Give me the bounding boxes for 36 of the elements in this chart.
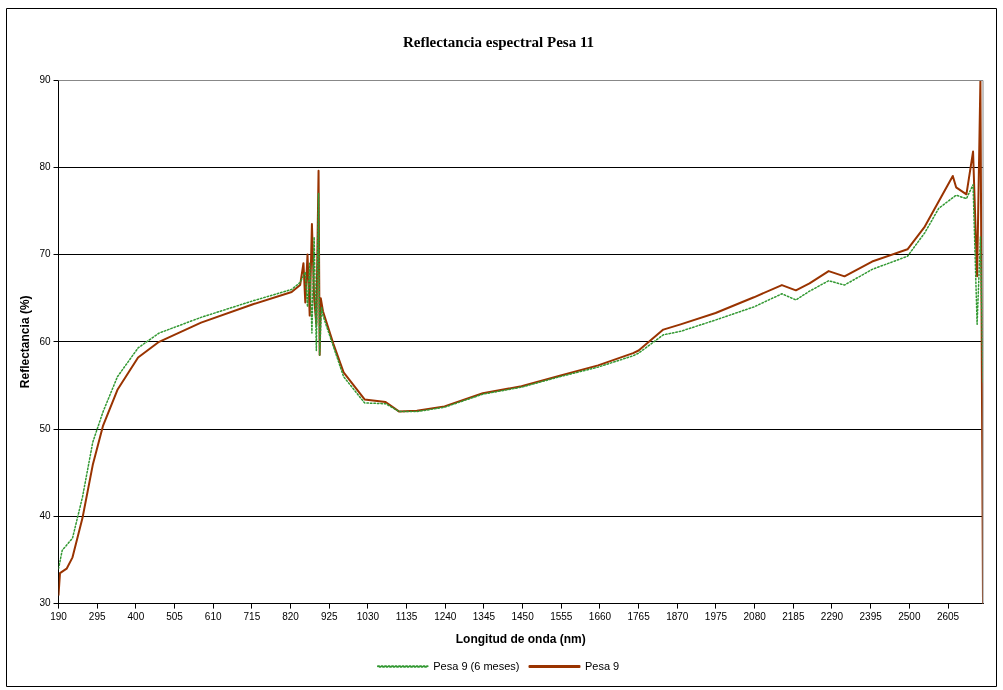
y-tick-label: 80 xyxy=(39,161,51,173)
x-tick-label: 2290 xyxy=(820,611,844,623)
x-tick-label: 1870 xyxy=(666,611,689,623)
y-tick-label: 70 xyxy=(39,248,51,260)
x-tick-label: 2395 xyxy=(859,611,883,623)
x-tick-label: 1555 xyxy=(550,611,573,623)
x-tick-label: 1975 xyxy=(704,611,728,623)
x-tick-label: 1345 xyxy=(472,611,496,623)
x-tick-label: 1765 xyxy=(627,611,651,623)
y-tick-label: 40 xyxy=(39,510,51,522)
legend-label: Pesa 9 xyxy=(584,659,620,672)
x-tick-label: 1030 xyxy=(356,611,380,623)
x-tick-label: 1240 xyxy=(434,611,457,623)
legend-label: Pesa 9 (6 meses) xyxy=(433,659,520,672)
x-tick-label: 2605 xyxy=(936,611,960,623)
x-tick-label: 2080 xyxy=(743,611,767,623)
x-tick-label: 715 xyxy=(243,611,261,623)
x-tick-label: 190 xyxy=(50,611,68,623)
y-tick-label: 60 xyxy=(39,335,51,347)
y-tick-label: 90 xyxy=(39,73,51,85)
x-tick-label: 1450 xyxy=(511,611,535,623)
y-axis-title: Reflectancia (%) xyxy=(17,295,32,389)
x-tick-label: 610 xyxy=(204,611,222,623)
x-tick-label: 820 xyxy=(282,611,300,623)
x-tick-label: 400 xyxy=(127,611,145,623)
y-tick-label: 50 xyxy=(39,422,51,434)
x-tick-label: 295 xyxy=(88,611,106,623)
chart-title: Reflectancia espectral Pesa 11 xyxy=(402,33,595,50)
x-tick-label: 925 xyxy=(320,611,339,623)
x-tick-label: 505 xyxy=(166,611,184,623)
x-tick-label: 1660 xyxy=(588,611,612,623)
x-tick-label: 2500 xyxy=(898,611,921,623)
x-tick-label: 2185 xyxy=(782,611,805,623)
x-axis-title: Longitud de onda (nm) xyxy=(455,632,586,647)
x-tick-label: 1135 xyxy=(395,611,418,623)
y-tick-label: 30 xyxy=(39,597,51,609)
